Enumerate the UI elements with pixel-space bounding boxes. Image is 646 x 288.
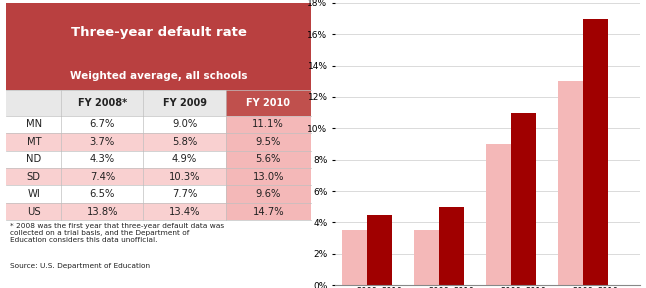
Text: 14.7%: 14.7% <box>253 206 284 217</box>
Bar <box>439 207 464 285</box>
Bar <box>511 113 536 285</box>
Bar <box>367 215 392 285</box>
Bar <box>143 151 225 168</box>
Bar <box>61 116 143 133</box>
Text: 6.7%: 6.7% <box>90 120 115 130</box>
Text: Three-year default rate: Three-year default rate <box>70 26 247 39</box>
Text: Source: U.S. Department of Education: Source: U.S. Department of Education <box>10 263 150 268</box>
Bar <box>6 133 61 151</box>
Text: 9.5%: 9.5% <box>256 137 281 147</box>
Bar <box>583 18 607 285</box>
Bar <box>225 133 311 151</box>
Text: 13.0%: 13.0% <box>253 172 284 182</box>
Text: MN: MN <box>26 120 42 130</box>
Bar <box>486 144 511 285</box>
Bar <box>6 168 61 185</box>
Text: 10.3%: 10.3% <box>169 172 200 182</box>
Bar <box>61 168 143 185</box>
Bar <box>414 230 439 285</box>
Bar <box>225 151 311 168</box>
Bar <box>225 168 311 185</box>
Text: 5.6%: 5.6% <box>256 154 281 164</box>
Text: 5.8%: 5.8% <box>172 137 197 147</box>
Text: 3.7%: 3.7% <box>90 137 115 147</box>
Bar <box>225 90 311 116</box>
Bar <box>143 203 225 220</box>
Bar <box>6 90 61 116</box>
Text: * 2008 was the first year that three-year default data was
collected on a trial : * 2008 was the first year that three-yea… <box>10 223 224 243</box>
Bar <box>61 185 143 203</box>
Text: 7.7%: 7.7% <box>172 189 197 199</box>
Bar <box>225 116 311 133</box>
Text: 9.6%: 9.6% <box>256 189 281 199</box>
Text: 11.1%: 11.1% <box>253 120 284 130</box>
Bar <box>143 116 225 133</box>
Text: SD: SD <box>27 172 41 182</box>
Bar <box>143 185 225 203</box>
Text: US: US <box>27 206 41 217</box>
Text: 13.4%: 13.4% <box>169 206 200 217</box>
Text: 4.9%: 4.9% <box>172 154 197 164</box>
Text: FY 2010: FY 2010 <box>246 98 290 108</box>
Bar <box>143 90 225 116</box>
Text: FY 2009: FY 2009 <box>163 98 207 108</box>
Text: FY 2008*: FY 2008* <box>78 98 127 108</box>
Bar <box>6 185 61 203</box>
Text: ND: ND <box>26 154 41 164</box>
Text: MT: MT <box>26 137 41 147</box>
Bar <box>143 168 225 185</box>
Bar <box>6 3 311 90</box>
Bar <box>61 90 143 116</box>
Bar <box>557 81 583 285</box>
Text: 13.8%: 13.8% <box>87 206 118 217</box>
Bar <box>61 151 143 168</box>
Text: 9.0%: 9.0% <box>172 120 197 130</box>
Bar <box>6 203 61 220</box>
Bar <box>143 133 225 151</box>
Bar <box>225 203 311 220</box>
Bar <box>6 116 61 133</box>
Text: 6.5%: 6.5% <box>90 189 115 199</box>
Bar <box>61 133 143 151</box>
Text: Weighted average, all schools: Weighted average, all schools <box>70 71 247 81</box>
Text: 4.3%: 4.3% <box>90 154 115 164</box>
Bar <box>342 230 367 285</box>
Bar <box>61 203 143 220</box>
Text: WI: WI <box>28 189 40 199</box>
Text: 7.4%: 7.4% <box>90 172 115 182</box>
Bar <box>6 151 61 168</box>
Bar <box>225 185 311 203</box>
